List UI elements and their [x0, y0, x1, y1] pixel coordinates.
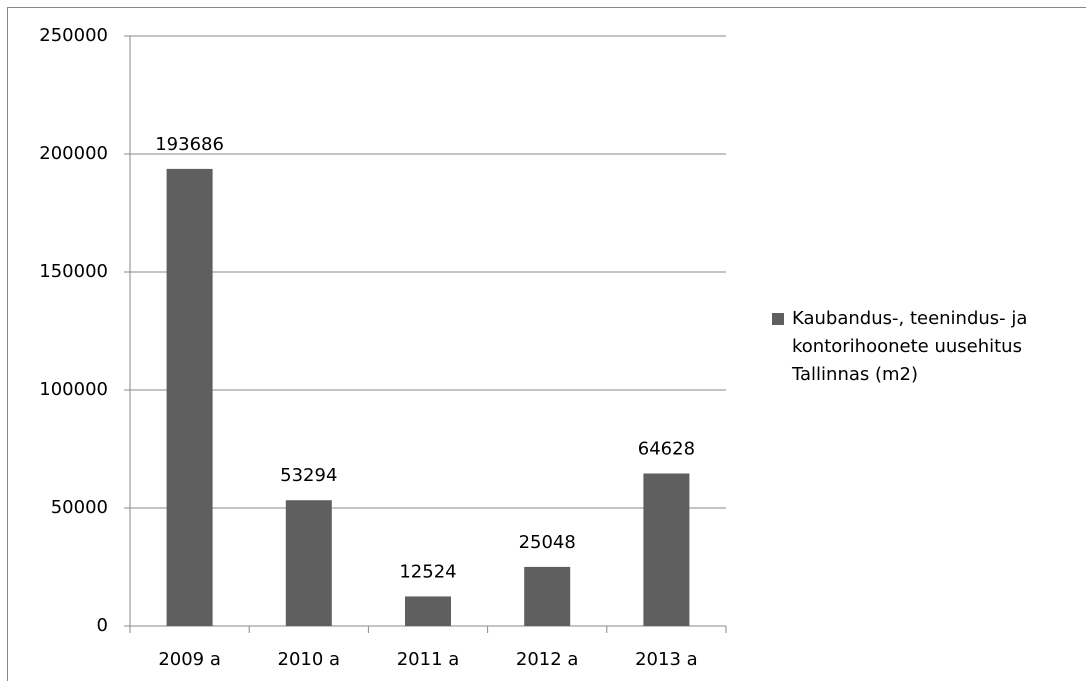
y-tick-label: 100000	[39, 379, 108, 400]
bar	[643, 473, 690, 626]
y-tick-label: 150000	[39, 261, 108, 282]
y-tick-label: 0	[97, 615, 108, 636]
data-label: 25048	[519, 532, 576, 553]
data-label: 12524	[399, 561, 456, 582]
x-tick-label: 2013 a	[635, 649, 698, 670]
bar	[405, 596, 451, 626]
x-tick-label: 2009 a	[158, 649, 221, 670]
x-tick-label: 2012 a	[516, 649, 579, 670]
bar	[166, 168, 213, 626]
data-label: 53294	[280, 465, 337, 486]
legend-label: Kaubandus-, teenindus- ja kontorihoonete…	[792, 308, 1028, 385]
data-label: 64628	[638, 438, 695, 459]
y-tick-label: 200000	[39, 143, 108, 164]
legend: Kaubandus-, teenindus- ja kontorihoonete…	[772, 305, 1072, 389]
y-tick-label: 250000	[39, 25, 108, 46]
chart-frame	[7, 7, 1086, 681]
bar	[285, 500, 332, 626]
y-tick-label: 50000	[51, 497, 108, 518]
x-tick-label: 2010 a	[278, 649, 341, 670]
legend-swatch	[772, 313, 784, 325]
x-tick-label: 2011 a	[397, 649, 460, 670]
bar	[524, 566, 571, 626]
data-label: 193686	[155, 134, 224, 155]
